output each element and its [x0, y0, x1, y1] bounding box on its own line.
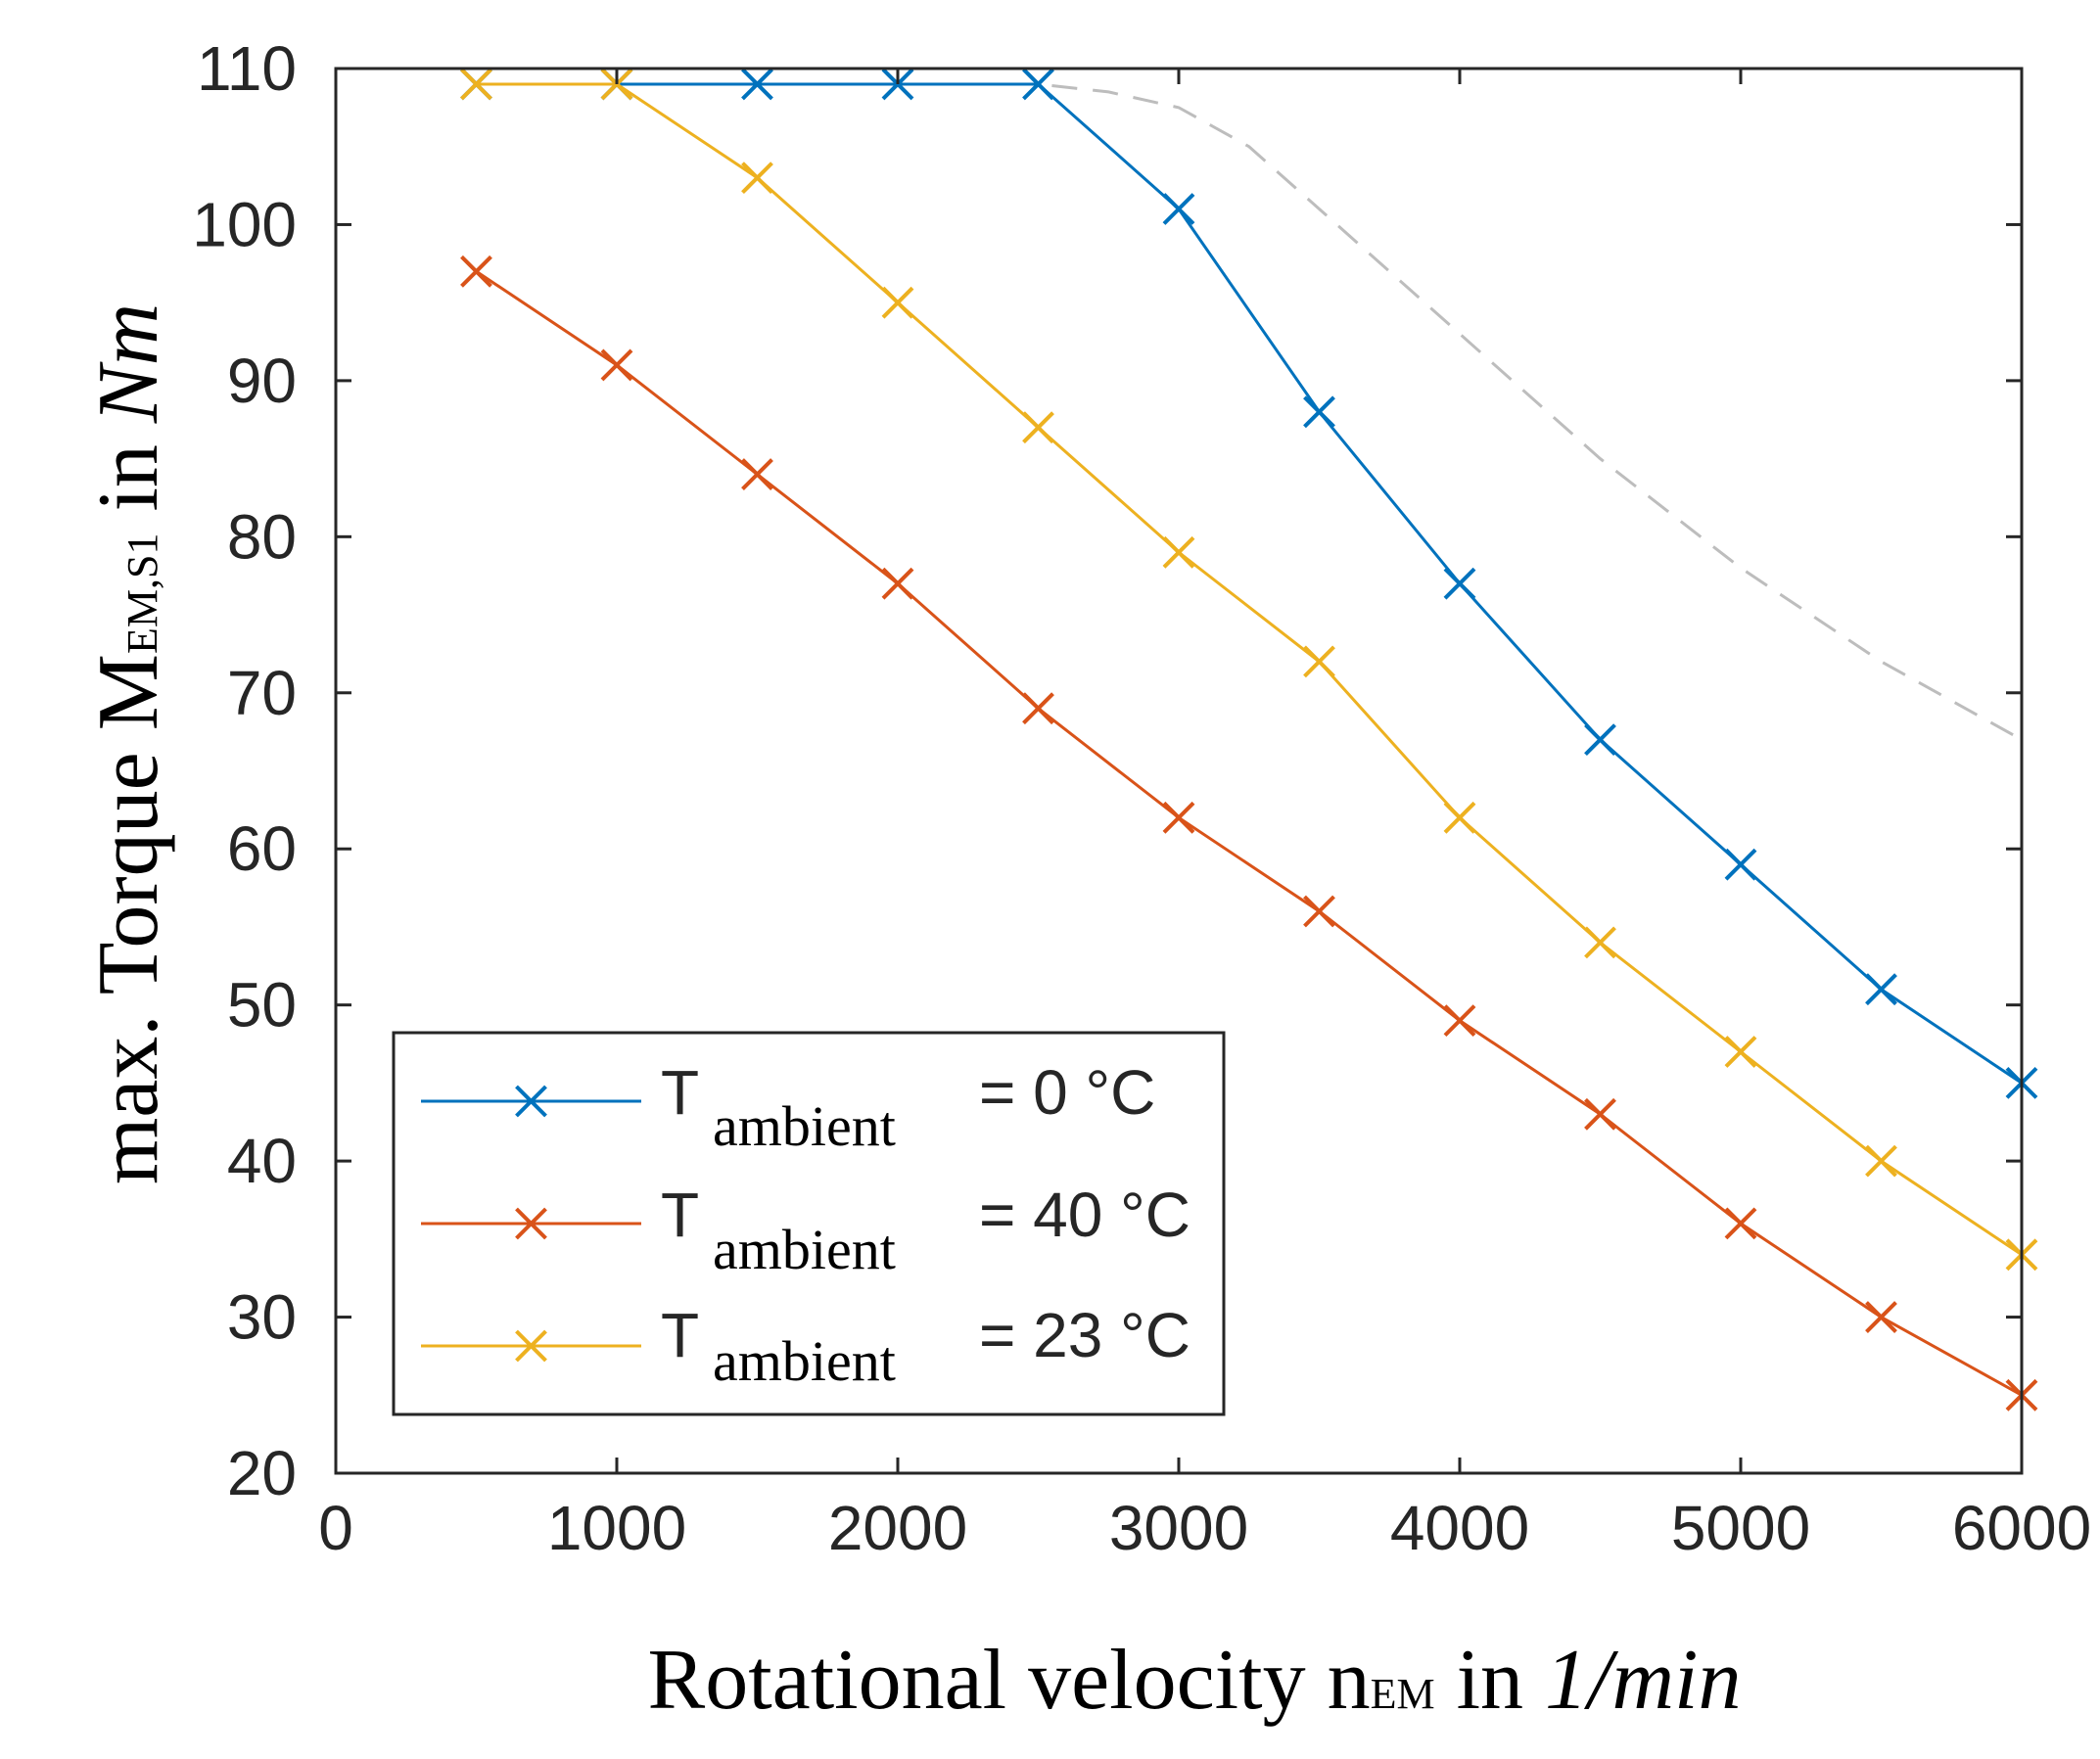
data-point-marker: [1303, 895, 1335, 928]
data-point-marker: [1724, 1036, 1757, 1068]
legend-marker-icon: [515, 1207, 547, 1240]
data-point-marker: [1584, 1097, 1616, 1131]
y-tick-label: 40: [227, 1126, 297, 1196]
x-tick-label: 6000: [1952, 1493, 2091, 1563]
series-line: [476, 82, 2023, 1257]
x-axis-title-unit-prefix: in: [1435, 1633, 1545, 1728]
y-tick-label: 20: [227, 1438, 297, 1508]
data-point-marker: [1865, 1144, 1897, 1178]
data-point-marker: [1865, 1301, 1897, 1333]
legend-swatch-marker: [515, 1207, 547, 1240]
y-axis-title-sub: EM,S1: [118, 533, 166, 654]
data-point-marker: [1303, 395, 1335, 429]
y-axis-title-unit: Nm: [81, 303, 176, 424]
legend: T ambient = 0 °C T ambient = 40 °C T amb…: [392, 1031, 1226, 1416]
data-point-marker: [1162, 193, 1195, 225]
y-axis-title: max. Torque MEM,S1 in Nm: [81, 303, 176, 1184]
data-point-marker: [1022, 692, 1054, 725]
x-tick-label: 3000: [1109, 1493, 1248, 1563]
data-point-marker: [1162, 801, 1195, 834]
series-2: [460, 68, 2038, 1272]
data-point-marker: [600, 348, 633, 382]
x-axis-title: Rotational velocity nEM in 1/min: [648, 1633, 1742, 1728]
y-tick-label: 110: [197, 33, 297, 104]
data-point-marker: [1022, 68, 1054, 101]
y-tick-label: 50: [227, 970, 297, 1041]
x-tick-label: 4000: [1390, 1493, 1529, 1563]
legend-label-sub: ambient: [713, 1329, 896, 1393]
y-tick-label: 90: [227, 346, 297, 416]
x-tick-label: 1000: [547, 1493, 686, 1563]
data-point-marker: [741, 68, 773, 101]
data-point-marker: [741, 162, 773, 195]
series-line: [475, 270, 2023, 1397]
data-point-marker: [1724, 1207, 1757, 1240]
data-point-marker: [1022, 411, 1054, 444]
x-tick-label: 2000: [828, 1493, 967, 1563]
legend-swatch-marker: [515, 1329, 547, 1363]
data-point-marker: [1303, 645, 1335, 678]
data-point-marker: [460, 68, 492, 101]
y-tick-labels: 20 30 40 50 60 70 80 90 100 110: [192, 33, 297, 1508]
y-tick-label: 80: [227, 501, 297, 572]
data-point-marker: [1584, 926, 1616, 959]
legend-label-sub: ambient: [713, 1094, 896, 1158]
legend-label-value: = 0 °C: [979, 1057, 1155, 1128]
data-point-marker: [460, 255, 492, 288]
data-point-marker: [1443, 567, 1476, 600]
data-point-marker: [1865, 973, 1897, 1006]
legend-label-value: = 23 °C: [979, 1300, 1190, 1370]
y-tick-label: 70: [227, 658, 297, 728]
series-1: [460, 255, 2038, 1412]
legend-label-main: T: [661, 1057, 699, 1128]
y-tick-label: 30: [227, 1282, 297, 1353]
x-axis-title-unit: 1/min: [1545, 1633, 1741, 1728]
legend-marker-icon: [515, 1085, 547, 1118]
series-layer: [460, 68, 2038, 1412]
data-point-marker: [1443, 1004, 1476, 1038]
data-point-marker: [881, 567, 914, 600]
legend-marker-icon: [515, 1329, 547, 1363]
legend-label-sub: ambient: [713, 1218, 896, 1281]
y-tick-label: 100: [192, 189, 297, 259]
series-line: [476, 82, 2023, 1085]
y-axis-title-unit-prefix: in: [81, 423, 176, 532]
reference-curve-layer: [476, 82, 2023, 741]
legend-label-main: T: [661, 1180, 699, 1250]
reference-dashed-curve: [476, 82, 2023, 741]
legend-entry-40c: T ambient = 40 °C: [421, 1180, 1190, 1281]
data-point-marker: [1724, 848, 1757, 881]
x-tick-label: 5000: [1671, 1493, 1810, 1563]
legend-label-value: = 40 °C: [979, 1180, 1190, 1250]
x-tick-label: 0: [318, 1493, 353, 1563]
data-point-marker: [1584, 723, 1616, 757]
data-point-marker: [741, 458, 773, 490]
y-tick-label: 60: [227, 813, 297, 884]
legend-entry-23c: T ambient = 23 °C: [421, 1300, 1190, 1393]
data-point-marker: [881, 286, 914, 319]
y-axis-title-main: max. Torque M: [81, 654, 176, 1184]
x-axis-title-sub: EM: [1371, 1670, 1435, 1718]
x-tick-labels: 0 1000 2000 3000 4000 5000 6000: [318, 1493, 2091, 1563]
legend-entry-0c: T ambient = 0 °C: [421, 1057, 1155, 1158]
x-axis-title-main: Rotational velocity n: [648, 1633, 1371, 1728]
legend-label-main: T: [661, 1300, 699, 1370]
data-point-marker: [1162, 535, 1195, 569]
legend-swatch-marker: [515, 1085, 547, 1118]
axes-layer: [334, 67, 2024, 1475]
data-point-marker: [1443, 801, 1476, 834]
